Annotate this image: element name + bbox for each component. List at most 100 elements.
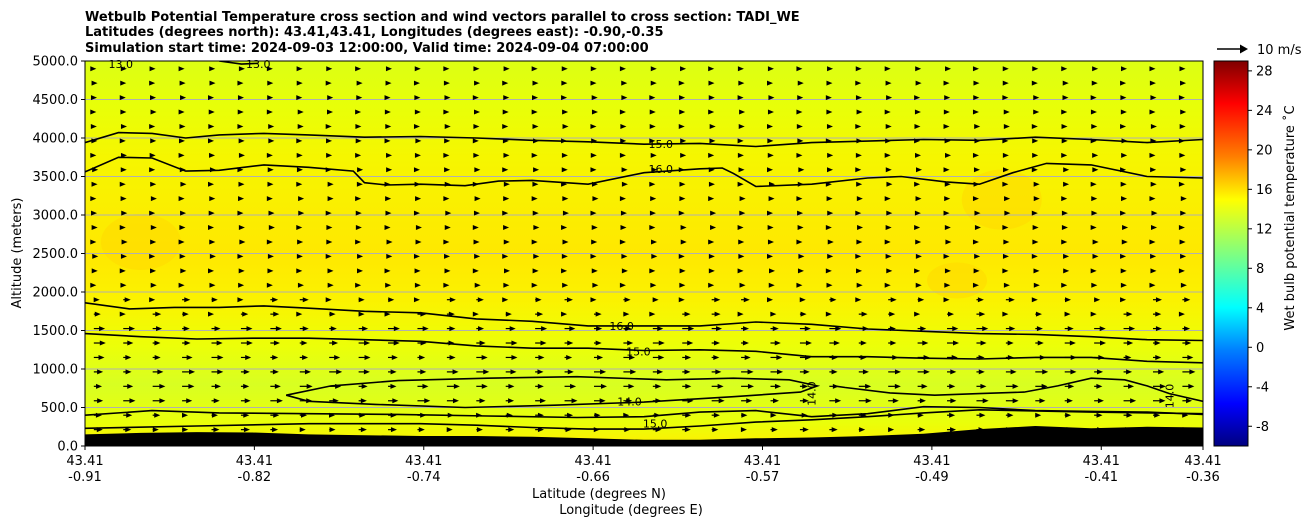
wind-vector-head <box>1042 369 1049 375</box>
wind-vector-head <box>856 109 863 115</box>
wind-vector-head <box>619 282 626 288</box>
colorbar-label: Wet bulb potential temperature ˚C <box>1282 105 1298 330</box>
wind-vector-head <box>91 210 98 216</box>
wind-vector-head <box>1061 239 1068 245</box>
wind-vector-head <box>479 398 486 404</box>
wind-vector-head <box>621 95 628 101</box>
title-line-3: Simulation start time: 2024-09-03 12:00:… <box>85 41 649 56</box>
wind-vector-head <box>473 239 480 245</box>
wind-vector-head <box>1178 311 1185 317</box>
wind-vector-head <box>1002 311 1009 317</box>
wind-vector-head <box>120 196 127 202</box>
wind-vector-head <box>1062 95 1069 101</box>
wind-vector-head <box>1033 95 1040 101</box>
wind-vector-head <box>355 123 362 129</box>
wind-vector-head <box>1003 282 1010 288</box>
wind-vector-head <box>629 354 636 360</box>
wind-vector-head <box>443 239 450 245</box>
wind-vector-head <box>562 239 569 245</box>
wind-vector-head <box>708 152 715 158</box>
wind-vector-head <box>944 282 951 288</box>
wind-vector-head <box>678 297 685 303</box>
wind-vector-head <box>238 138 245 144</box>
wind-vector-head <box>738 80 745 86</box>
wind-vector-head <box>1012 398 1019 404</box>
wind-vector-head <box>1032 239 1039 245</box>
y-tick-label: 3000.0 <box>33 209 79 224</box>
wind-vector-head <box>183 326 190 332</box>
wind-vector-head <box>799 297 806 303</box>
wind-vector-head <box>826 109 833 115</box>
wind-vector-head <box>1061 210 1068 216</box>
wind-vector-head <box>326 239 333 245</box>
wind-vector-head <box>658 340 665 346</box>
wind-vector-head <box>266 282 273 288</box>
wind-vector-head <box>708 268 715 274</box>
wind-vector-head <box>1126 412 1133 418</box>
wind-vector-head <box>596 326 603 332</box>
wind-vector-head <box>739 282 746 288</box>
wind-vector-head <box>385 196 392 202</box>
wind-vector-head <box>531 282 538 288</box>
wind-vector-head <box>129 398 136 404</box>
wind-vector-head <box>1031 297 1038 303</box>
wind-vector-head <box>150 225 157 231</box>
wind-vector-head <box>178 109 185 115</box>
wind-vector-head <box>299 427 306 433</box>
wind-vector-head <box>737 225 744 231</box>
wind-vector-head <box>531 196 538 202</box>
wind-vector-head <box>592 196 599 202</box>
wind-vector-head <box>415 239 422 245</box>
wind-vector-head <box>329 427 336 433</box>
wind-vector-head <box>890 297 897 303</box>
wind-vector-head <box>767 152 774 158</box>
wind-vector-head <box>119 225 126 231</box>
wind-vector-head <box>684 427 691 433</box>
contour-line <box>219 61 259 65</box>
wind-vector-head <box>393 326 400 332</box>
wind-vector-head <box>296 253 303 259</box>
wind-vector-head <box>179 253 186 259</box>
wind-vector-head <box>1150 268 1157 274</box>
wind-vectors <box>90 66 1196 433</box>
wind-vector-head <box>268 225 275 231</box>
wind-vector-head <box>1096 412 1103 418</box>
wind-vector-head <box>150 181 157 187</box>
contour-label: 14.0 <box>1163 384 1176 409</box>
wind-vector-head <box>384 95 391 101</box>
wind-vector-head <box>717 383 724 389</box>
contour-label: 15.0 <box>626 345 651 358</box>
wind-vector-head <box>619 239 626 245</box>
wind-vector-head <box>684 369 691 375</box>
x-axis-label-lon: Longitude (degrees E) <box>559 503 703 518</box>
wind-vector-head <box>590 210 597 216</box>
wind-vector-head <box>562 210 569 216</box>
x-tick-label-lon: -0.36 <box>1186 470 1220 485</box>
wind-vector-head <box>949 383 956 389</box>
wind-vector-head <box>1180 167 1187 173</box>
wind-vector-head <box>238 66 245 72</box>
wind-vector-head <box>566 354 573 360</box>
wind-vector-head <box>420 369 427 375</box>
wind-vector-head <box>1159 383 1166 389</box>
wind-vector-head <box>1003 123 1010 129</box>
wind-vector-head <box>385 80 392 86</box>
wind-vector-head <box>597 354 604 360</box>
wind-vector-head <box>915 66 922 72</box>
wind-vector-head <box>384 225 391 231</box>
wind-vector-head <box>739 210 746 216</box>
wind-vector-head <box>856 268 863 274</box>
wind-vector-head <box>1150 181 1157 187</box>
wind-vector-head <box>268 138 275 144</box>
wind-vector-head <box>508 427 515 433</box>
wind-vector-head <box>94 311 101 317</box>
wind-vector-head <box>503 239 510 245</box>
wind-vector-head <box>859 427 866 433</box>
wind-vector-head <box>452 369 459 375</box>
wind-vector-head <box>503 152 510 158</box>
wind-vector-head <box>390 383 397 389</box>
wind-vector-head <box>532 181 539 187</box>
wind-vector-head <box>884 66 891 72</box>
wind-vector-head <box>272 427 279 433</box>
wind-vector-head <box>679 282 686 288</box>
